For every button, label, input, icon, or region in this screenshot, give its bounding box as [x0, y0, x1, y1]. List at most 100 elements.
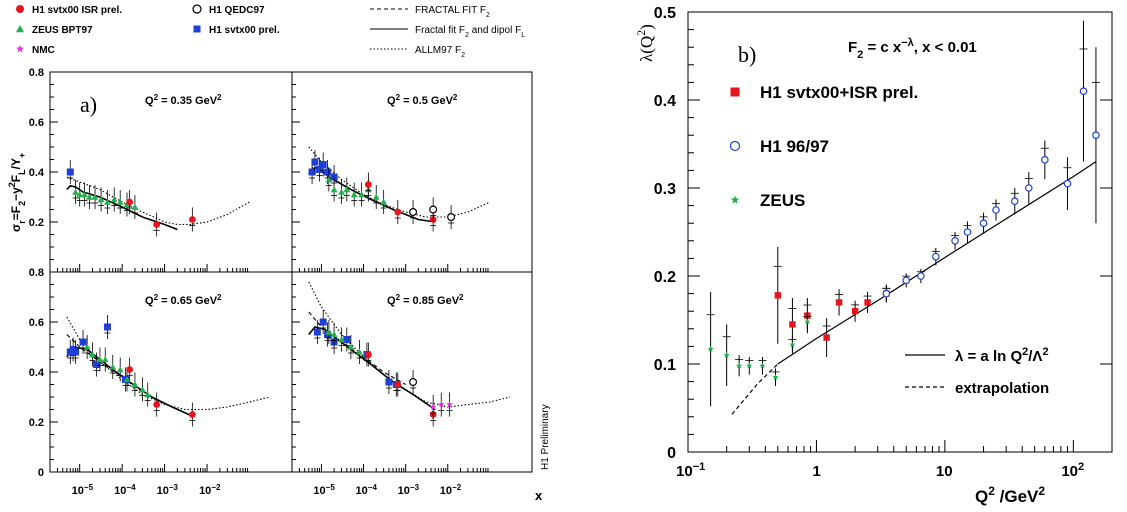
point-3-1-4 [356, 348, 363, 355]
ylabel-top-3: 0.6 [29, 117, 44, 129]
b-ylabel: λ(Q2) [634, 24, 656, 62]
curve-dotted-0-1 [66, 176, 250, 226]
legend-label-4: H1 svtx00 prel. [209, 25, 280, 36]
point-0-1-8 [116, 198, 124, 205]
subpanel-1: Q2 = 0.5 GeV2 [291, 71, 533, 273]
point-2-1-2 [96, 356, 104, 363]
b-legend-label-2: ZEUS [760, 191, 805, 210]
point-3-4-2 [446, 401, 453, 408]
legend-label-1: ZEUS BPT97 [32, 25, 93, 36]
point-3-1-3 [347, 343, 355, 350]
point-1-3-1 [429, 205, 438, 214]
b-yticklabel-0: 0 [667, 445, 676, 462]
point-3-1-0 [325, 328, 333, 335]
ylabel-bottom-2: 0.4 [29, 367, 45, 379]
b-curve-dashed [731, 363, 779, 415]
ylabel-top-2: 0.4 [29, 167, 45, 179]
xticklabel-1--5: 10−5 [313, 483, 335, 498]
b-curve-solid [777, 161, 1097, 365]
b-point-1-6 [979, 219, 988, 228]
b-legend-marker-0 [730, 87, 740, 97]
q2-annotation-3: Q2 = 0.85 GeV2 [387, 293, 464, 308]
b-point-1-11 [1063, 179, 1072, 188]
curve-dotted-1-1 [308, 146, 491, 218]
panel-b: 0 0.1 0.2 0.3 0.4 0.5 10−1 1 10 102 Q2 /GeV2 λ(Q2) F… [634, 5, 1113, 506]
point-0-0-0 [66, 168, 74, 176]
b-yticklabel-1: 0.1 [654, 357, 676, 374]
curve-solid-2-0 [66, 346, 195, 418]
b-point-0-4 [835, 299, 843, 306]
b-yticklabel-3: 0.3 [654, 181, 676, 198]
b-point-2-6 [789, 341, 796, 348]
legend-left: H1 svtx00 ISR prel. ZEUS BPT97 NMC H1 QEDC9… [16, 4, 525, 59]
point-3-1-2 [338, 336, 345, 343]
b-legend-label-1: H1 96/97 [760, 137, 829, 156]
point-1-1-3 [343, 186, 351, 193]
b-xticklabel-2: 10 [936, 463, 953, 480]
point-3-2-1 [394, 381, 402, 388]
point-1-0-0 [308, 168, 316, 176]
xticklabel-0--5: 10−5 [72, 483, 94, 498]
point-2-0-5 [103, 323, 111, 331]
b-point-2-0 [707, 345, 714, 352]
point-1-1-4 [350, 191, 358, 198]
point-1-3-0 [409, 208, 418, 217]
point-1-2-1 [394, 208, 402, 216]
b-point-1-7 [992, 206, 1000, 214]
point-2-0-2 [72, 348, 80, 356]
frame-b [687, 11, 1113, 453]
point-2-1-6 [123, 376, 131, 383]
point-2-2-1 [153, 401, 161, 408]
point-3-4-0 [429, 403, 437, 410]
xticklabel-0--4: 10−4 [114, 483, 136, 498]
point-3-2-0 [364, 351, 372, 358]
b-point-0-3 [823, 334, 830, 341]
preliminary-note: H1 Preliminary [540, 404, 551, 470]
left-ylabel: σr=F2−y2FL/Y+ [7, 153, 27, 232]
b-yticklabel-4: 0.4 [654, 93, 676, 110]
point-1-0-2 [316, 166, 324, 173]
b-legend-label-0: H1 svtx00+ISR prel. [760, 83, 918, 102]
q2-annotation-1: Q2 = 0.5 GeV2 [387, 93, 458, 108]
b-point-1-4 [951, 237, 959, 245]
point-2-1-3 [101, 356, 109, 363]
point-0-1-2 [81, 191, 88, 198]
legend-marker-1 [16, 25, 24, 33]
point-1-1-2 [338, 188, 345, 195]
b-legend-label-3: λ = a ln Q2/Λ2 [955, 346, 1049, 365]
point-1-1-0 [325, 176, 333, 183]
ylabel-bottom-1: 0.2 [29, 417, 44, 429]
b-point-1-1 [902, 276, 911, 285]
point-0-1-9 [123, 201, 131, 208]
point-2-1-8 [139, 386, 146, 393]
q2-annotation-0: Q2 = 0.35 GeV2 [145, 93, 222, 108]
point-1-2-0 [364, 181, 372, 188]
b-point-0-5 [851, 308, 859, 315]
b-point-1-13 [1092, 131, 1100, 140]
ylabel-bottom-4: 0.8 [29, 267, 44, 279]
subpanel-3: Q2 = 0.85 GeV2 [291, 271, 533, 473]
legend-label-3: H1 QEDC97 [209, 5, 265, 16]
xticklabel-0--3: 10−3 [157, 483, 179, 498]
point-3-0-1 [319, 318, 327, 326]
point-2-2-0 [126, 366, 134, 373]
b-point-0-6 [864, 299, 871, 306]
b-point-2-3 [746, 362, 753, 369]
point-2-0-3 [79, 338, 87, 346]
b-yticklabel-2: 0.2 [654, 269, 676, 286]
b-point-1-10 [1041, 156, 1049, 164]
legend-right: H1 svtx00+ISR prel. H1 96/97 ZEUS λ = a ln … [729, 83, 1049, 397]
legend-label-2: NMC [32, 45, 55, 56]
point-3-1-1 [330, 331, 338, 338]
xticklabel-1--2: 10−2 [440, 483, 462, 498]
curve-dotted-3-2 [308, 281, 511, 408]
xticklabel-1--4: 10−4 [356, 483, 378, 498]
b-legend-label-4: extrapolation [955, 380, 1049, 397]
b-point-0-0 [774, 292, 781, 299]
b-legend-marker-1 [729, 140, 741, 152]
point-0-1-0 [72, 188, 79, 195]
point-1-1-1 [330, 186, 338, 193]
legend-label-6: Fractal fit F2 and dipol FL [415, 25, 525, 39]
b-point-2-7 [804, 318, 811, 325]
point-2-1-7 [131, 381, 139, 388]
